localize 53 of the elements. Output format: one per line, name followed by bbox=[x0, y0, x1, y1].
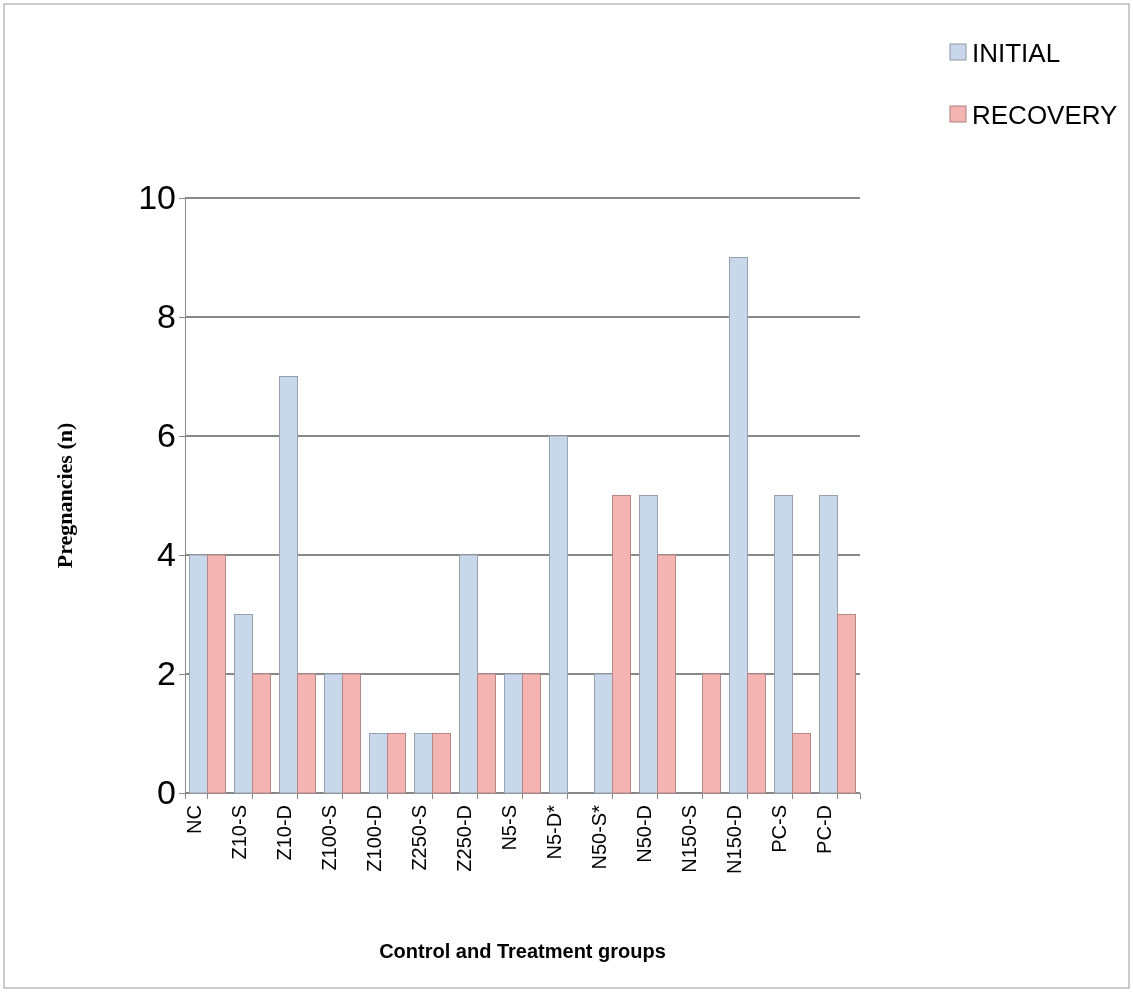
bar bbox=[792, 733, 811, 794]
y-tick-label: 10 bbox=[138, 178, 176, 217]
y-axis-title: Pregnancies (n) bbox=[52, 422, 77, 569]
bar bbox=[432, 733, 451, 794]
bar bbox=[234, 614, 253, 794]
bar bbox=[747, 673, 766, 794]
bar bbox=[504, 673, 523, 794]
x-tick-label: NC bbox=[182, 805, 205, 834]
x-tick-label: PC-S bbox=[767, 805, 790, 853]
y-tick-label: 4 bbox=[157, 535, 176, 574]
bar bbox=[837, 614, 856, 794]
bar bbox=[657, 554, 676, 794]
bar bbox=[207, 554, 226, 794]
x-tick-label: N5-D* bbox=[542, 804, 565, 860]
bar bbox=[387, 733, 406, 794]
bar bbox=[612, 495, 631, 794]
bar bbox=[594, 673, 613, 794]
bar bbox=[729, 257, 748, 794]
bar bbox=[459, 554, 478, 794]
bar bbox=[414, 733, 433, 794]
legend-label: INITIAL bbox=[972, 38, 1061, 69]
x-tick-label: Z10-D bbox=[272, 805, 295, 861]
bar bbox=[639, 495, 658, 794]
bar bbox=[477, 673, 496, 794]
y-tick-label: 0 bbox=[157, 773, 176, 812]
bar bbox=[189, 554, 208, 794]
x-tick-label: N50-D bbox=[632, 805, 655, 863]
bar bbox=[279, 376, 298, 794]
x-tick-label: PC-D bbox=[812, 805, 835, 854]
x-tick-label: Z100-D bbox=[362, 805, 385, 872]
x-tick-label: N5-S bbox=[497, 805, 520, 851]
bar bbox=[522, 673, 541, 794]
bar bbox=[819, 495, 838, 794]
bar bbox=[324, 673, 343, 794]
bar bbox=[774, 495, 793, 794]
bar bbox=[702, 673, 721, 794]
bar bbox=[342, 673, 361, 794]
x-tick-label: Z100-S bbox=[317, 805, 340, 871]
bar bbox=[252, 673, 271, 794]
x-tick-label: Z10-S bbox=[227, 805, 250, 860]
x-tick-label: N150-D bbox=[722, 805, 745, 874]
x-tick-label: N150-S bbox=[677, 805, 700, 873]
x-axis-title: Control and Treatment groups bbox=[379, 940, 666, 962]
legend-label: RECOVERY bbox=[972, 100, 1118, 131]
x-tick-label: N50-S* bbox=[587, 804, 610, 870]
y-tick-label: 2 bbox=[157, 654, 176, 693]
bar bbox=[297, 673, 316, 794]
bar bbox=[549, 435, 568, 794]
y-tick-label: 6 bbox=[157, 416, 176, 455]
x-tick-label: Z250-S bbox=[407, 805, 430, 871]
y-tick-label: 8 bbox=[157, 297, 176, 336]
bar bbox=[369, 733, 388, 794]
x-tick-label: Z250-D bbox=[452, 805, 475, 872]
